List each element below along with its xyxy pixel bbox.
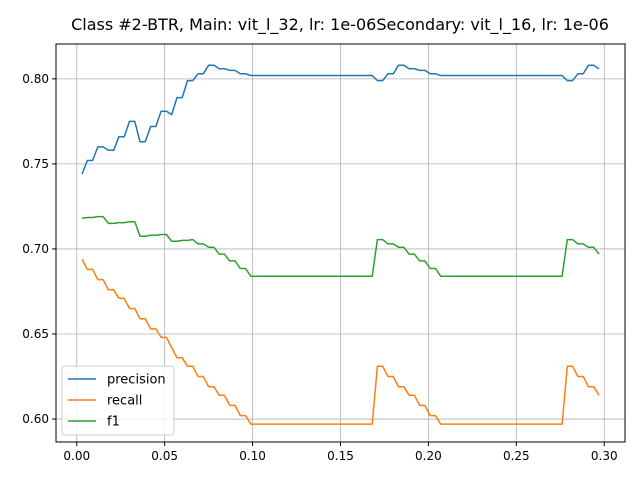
legend: precision recall f1 (61, 365, 175, 436)
series-lines (81, 64, 600, 425)
y-tick-label: 0.65 (22, 327, 49, 341)
x-tick-label: 0.30 (591, 449, 618, 463)
y-tick-label: 0.80 (22, 72, 49, 86)
y-tick-label: 0.75 (22, 157, 49, 171)
x-tick-label: 0.00 (63, 449, 90, 463)
x-tick-label: 0.05 (151, 449, 178, 463)
legend-label-f1: f1 (107, 415, 120, 430)
y-axis: 0.60 0.65 0.70 0.75 0.80 (22, 72, 56, 426)
y-tick-label: 0.60 (22, 412, 49, 426)
series-line-precision (81, 64, 600, 175)
x-tick-label: 0.10 (239, 449, 266, 463)
legend-label-recall: recall (107, 394, 142, 409)
legend-box (61, 365, 175, 436)
x-axis: 0.00 0.05 0.10 0.15 0.20 0.25 0.30 (63, 442, 618, 463)
x-tick-label: 0.15 (327, 449, 354, 463)
legend-label-precision: precision (107, 373, 166, 388)
y-tick-label: 0.70 (22, 242, 49, 256)
chart-title: Class #2-BTR, Main: vit_l_32, lr: 1e-06S… (71, 15, 609, 35)
x-tick-label: 0.20 (415, 449, 442, 463)
series-line-f1 (81, 215, 600, 277)
series-line-recall (81, 258, 600, 425)
x-tick-label: 0.25 (503, 449, 530, 463)
